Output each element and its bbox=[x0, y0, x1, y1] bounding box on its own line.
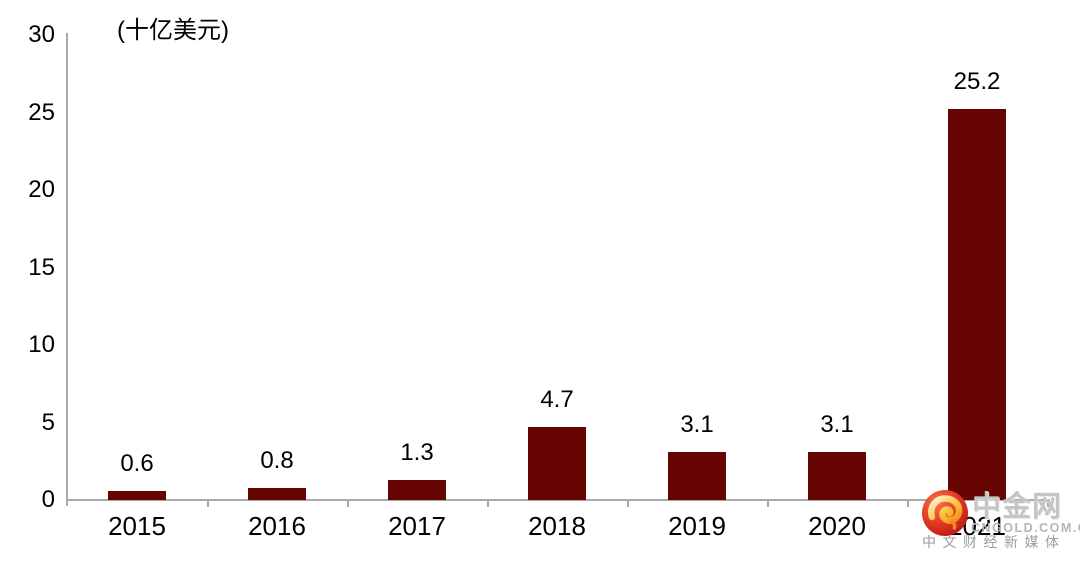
bar-value-label: 4.7 bbox=[540, 386, 574, 414]
bar-2015 bbox=[108, 490, 166, 500]
y-tick-label: 20 bbox=[28, 176, 55, 203]
bar-group-2018: 4.7 2018 bbox=[487, 386, 627, 540]
x-axis-line bbox=[66, 499, 1050, 501]
x-axis-tick bbox=[1047, 501, 1049, 507]
y-tick-label: 25 bbox=[28, 98, 55, 126]
bar-2016 bbox=[248, 487, 306, 500]
y-tick-label: 15 bbox=[28, 253, 55, 281]
y-axis-line bbox=[66, 33, 68, 506]
bar-group-2020: 3.1 2020 bbox=[767, 410, 907, 540]
y-tick-label: 0 bbox=[41, 486, 55, 513]
bar-value-label: 0.8 bbox=[260, 446, 294, 474]
bar-2017 bbox=[388, 479, 446, 500]
y-tick-label: 30 bbox=[28, 21, 55, 48]
x-axis-category-label: 2019 bbox=[668, 511, 726, 541]
bar-value-label: 3.1 bbox=[680, 410, 714, 438]
x-axis-category-label: 2015 bbox=[108, 511, 166, 541]
bar-group-2016: 0.8 2016 bbox=[207, 446, 347, 540]
x-axis-tick bbox=[207, 501, 209, 507]
x-axis-category-label: 2016 bbox=[248, 511, 306, 541]
bar-group-2015: 0.6 2015 bbox=[67, 449, 207, 540]
bar-group-2019: 3.1 2019 bbox=[627, 410, 767, 540]
x-axis-category-label: 2021 bbox=[948, 511, 1006, 541]
y-axis-unit-label: (十亿美元) bbox=[117, 17, 229, 44]
bar-2018 bbox=[528, 427, 586, 500]
bar-2020 bbox=[808, 451, 866, 500]
x-axis-category-label: 2017 bbox=[388, 511, 446, 541]
y-tick-label: 10 bbox=[28, 331, 55, 358]
bar-value-label: 0.6 bbox=[120, 449, 154, 477]
bar-value-label: 1.3 bbox=[400, 438, 434, 466]
x-axis-tick bbox=[907, 501, 909, 507]
x-axis-category-label: 2018 bbox=[528, 511, 586, 541]
bar-2019 bbox=[668, 451, 726, 500]
bar-group-2017: 1.3 2017 bbox=[347, 438, 487, 540]
x-axis-tick bbox=[627, 501, 629, 507]
bar-2021 bbox=[948, 109, 1006, 500]
bar-value-label: 3.1 bbox=[820, 410, 854, 438]
x-axis-category-label: 2020 bbox=[808, 511, 866, 541]
y-tick-label: 5 bbox=[41, 408, 55, 436]
bar-value-label: 25.2 bbox=[953, 68, 1001, 96]
x-axis-tick bbox=[487, 501, 489, 507]
bar-group-2021: 25.2 2021 bbox=[907, 68, 1047, 540]
x-axis-tick bbox=[347, 501, 349, 507]
x-axis-tick bbox=[767, 501, 769, 507]
